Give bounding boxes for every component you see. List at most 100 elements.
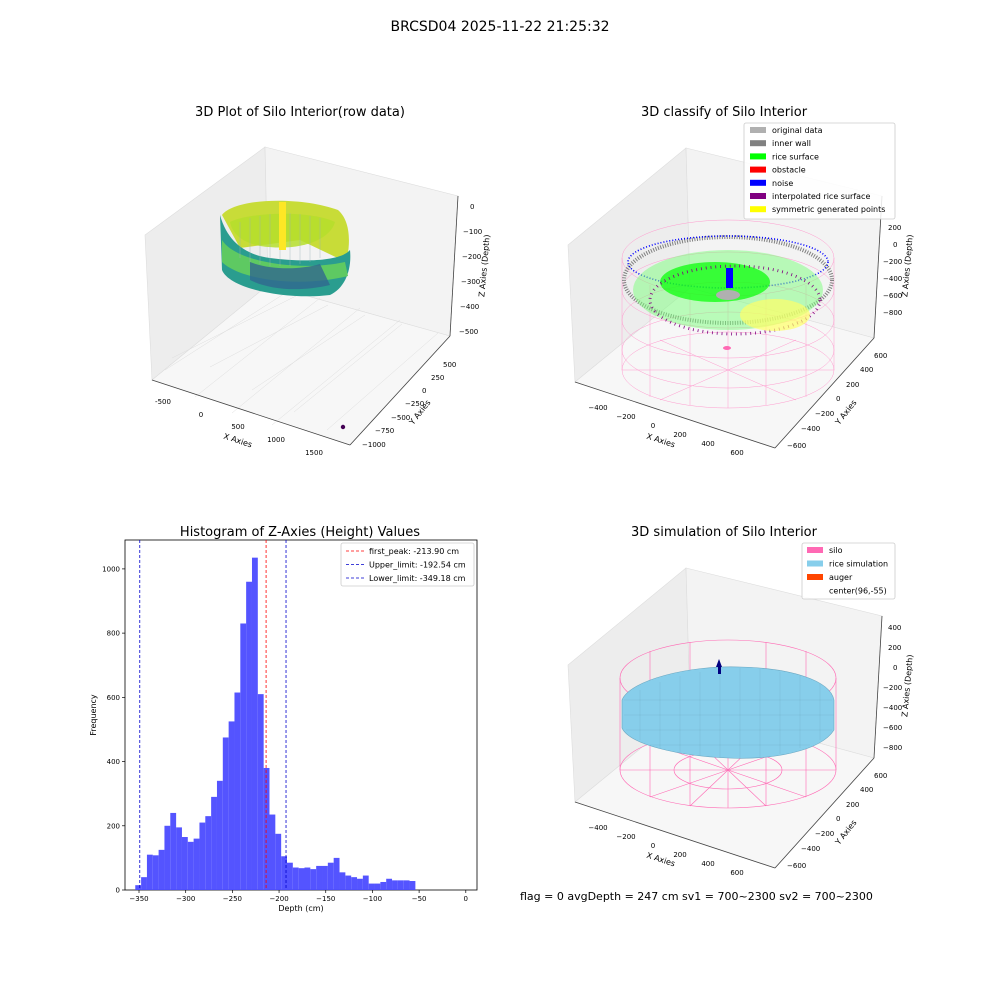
hist-bar [392,880,398,890]
panel2-xtick: 400 [701,440,714,448]
panel4-ztick: 0 [893,664,897,672]
panel4-ytick: −400 [801,845,820,853]
hist-bar [222,737,229,890]
hist-bar [193,838,200,890]
panel3-title: Histogram of Z-Axies (Height) Values [180,525,420,540]
panel1-ztick: −100 [463,228,482,236]
panel1-y-axis [349,335,451,446]
panel4-ztick: −800 [883,744,902,752]
panel2-zlabel: Z Axies (Depth) [900,234,914,297]
hist-xlabel: Depth (cm) [278,904,323,913]
hist-legend: first_peak: -213.90 cm Upper_limit: -192.… [340,542,475,587]
panel2-legend-label: interpolated rice surface [772,192,870,201]
panel4-ztick: −200 [883,684,902,692]
hist-xtick: 0 [464,895,468,903]
panel2-noise-ring [627,235,829,289]
panel4-y-ticks: 600 400 200 0 −200 −400 −600 [787,772,887,870]
hist-bar [409,881,416,890]
panel4-xtick: −200 [616,833,635,841]
panel4-legend-label: center(96,-55) [829,587,887,596]
hist-bar [251,557,258,890]
panel2-noise-cluster [726,268,733,288]
panel2-x-ticks: −400 −200 0 200 400 600 [588,404,743,457]
panel1-ytick: 0 [422,387,426,395]
panel1-xtick: 500 [231,423,244,431]
panel2-xtick: 600 [730,449,743,457]
panel1-ytick: −250 [405,400,424,408]
panel2-legend: original data inner wall rice surface obsta… [743,122,896,220]
panel1-xtick: 1000 [267,436,285,444]
hist-bar [234,692,241,890]
panel2-legend-swatch [750,153,766,160]
panel2-x-axis [574,381,776,449]
hist-bar [158,849,165,890]
hist-bar [351,877,358,890]
panel1-ztick: −500 [459,328,478,336]
panel2-legend-frame [743,122,896,220]
panel2-ztick: −600 [883,292,902,300]
hist-xtick: −250 [223,895,242,903]
hist-ytick: 800 [107,630,120,638]
panel2-legend-swatch [750,127,766,133]
hist-bar [205,816,212,890]
panel1-zlabel: Z Axies (Depth) [477,234,491,297]
panel1-x-ticks: -500 0 500 1000 1500 [155,398,323,457]
panel2-ztick: −200 [883,258,902,266]
panel1-axes3d: -500 0 500 1000 1500 X Axies 500 250 0 −… [144,146,492,457]
hist-bar [374,883,381,890]
hist-bar [386,878,393,890]
panel1-ztick: −400 [460,303,479,311]
panel4-ytick: −200 [815,830,834,838]
panel2-legend-label: noise [772,179,793,188]
hist-bar [152,855,159,890]
panel4-ztick: −400 [883,704,902,712]
hist-bar [397,880,404,890]
hist-bar [246,581,252,890]
panel1-cloud-peak [279,202,286,250]
hist-bar [275,833,282,890]
hist-bar [263,767,270,890]
panel4-ytick: −600 [787,862,806,870]
hist-xtick: −300 [176,895,195,903]
hist-legend-label: Upper_limit: -192.54 cm [369,561,466,570]
panel2-legend-label: symmetric generated points [772,205,885,214]
panel1-title: 3D Plot of Silo Interior(row data) [195,105,405,120]
panel2-legend-swatch [750,179,766,186]
panel4-ytick: 200 [846,801,859,809]
panel2-obstacle-point [723,346,731,350]
hist-bar [333,857,340,890]
hist-bar [164,825,171,890]
hist-ylabel: Frequency [89,694,98,736]
panel2-symmetric-points [740,299,810,331]
panel2-ztick: 200 [888,224,901,232]
panel2-title: 3D classify of Silo Interior [641,105,808,120]
panel4-xtick: 600 [730,869,743,877]
panel4-legend-label: silo [829,546,843,555]
hist-bar [269,814,276,890]
hist-xtick: −150 [316,895,335,903]
hist-bar [316,865,323,890]
hist-bar [322,865,328,890]
hist-xtick: −100 [363,895,382,903]
panel4-legend: silo rice simulation auger center(96,-55) [801,542,896,600]
panel2-y-ticks: 600 400 200 0 −200 −400 −600 [787,352,887,450]
panel1-ztick: 0 [470,203,474,211]
panel1-outlier-point [340,424,346,430]
panel4-legend-swatch [807,574,823,580]
hist-bar [211,796,217,890]
panel1-ytick: −750 [375,427,394,435]
hist-bar [310,869,317,890]
hist-bar [327,862,334,890]
panel2-legend-label: obstacle [772,166,806,175]
figure-suptitle: BRCSD04 2025-11-22 21:25:32 [390,19,609,35]
hist-xtick: −200 [269,895,288,903]
panel4-legend-label: rice simulation [829,560,888,569]
hist-bar [298,868,305,890]
hist-bar [257,694,264,890]
panel4-ztick: 400 [888,624,901,632]
panel1-xtick: 0 [199,411,203,419]
panel1-ytick: 500 [443,361,456,369]
panel4-auger-marker [716,659,722,667]
panel4-xtick: 0 [651,842,655,850]
panel2-legend-swatch [750,166,766,173]
